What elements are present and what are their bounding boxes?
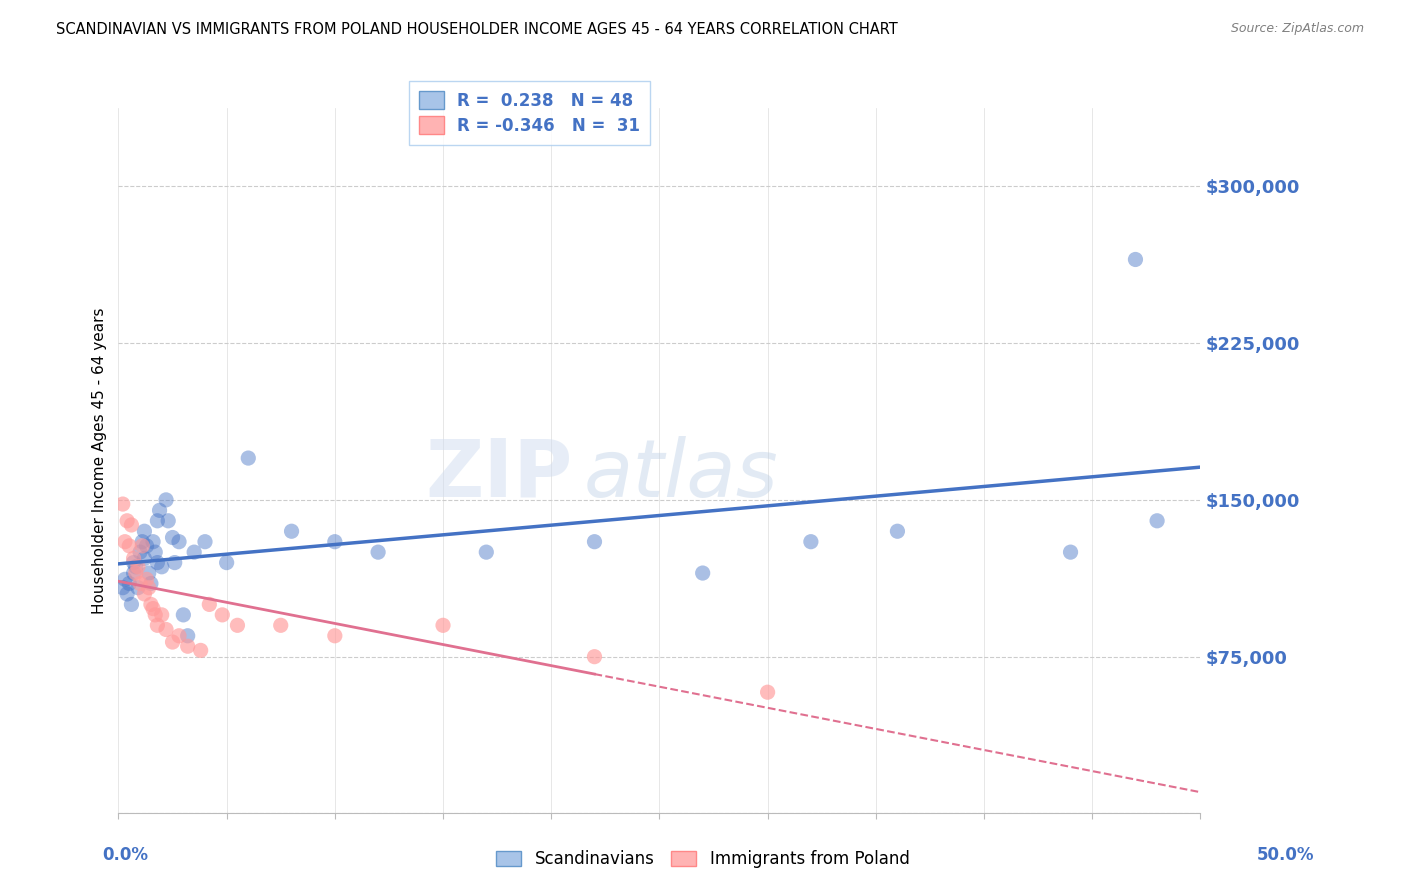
- Point: [138, 566, 160, 580]
- Point: [183, 545, 205, 559]
- Point: [134, 551, 156, 566]
- Text: 50.0%: 50.0%: [1257, 846, 1315, 863]
- Point: [756, 685, 779, 699]
- Point: [323, 534, 346, 549]
- Point: [125, 559, 148, 574]
- Point: [138, 581, 160, 595]
- Point: [111, 581, 134, 595]
- Point: [131, 539, 153, 553]
- Point: [129, 545, 152, 559]
- Point: [238, 451, 260, 466]
- Point: [122, 551, 145, 566]
- Point: [163, 556, 186, 570]
- Legend: R =  0.238   N = 48, R = -0.346   N =  31: R = 0.238 N = 48, R = -0.346 N = 31: [409, 81, 650, 145]
- Point: [162, 531, 184, 545]
- Point: [122, 566, 145, 580]
- Point: [115, 514, 138, 528]
- Point: [692, 566, 714, 580]
- Point: [190, 643, 212, 657]
- Point: [155, 492, 177, 507]
- Point: [432, 618, 454, 632]
- Point: [122, 556, 145, 570]
- Text: atlas: atlas: [583, 436, 779, 514]
- Point: [367, 545, 389, 559]
- Point: [131, 534, 153, 549]
- Point: [323, 629, 346, 643]
- Point: [111, 497, 134, 511]
- Text: 0.0%: 0.0%: [103, 846, 149, 863]
- Point: [150, 607, 173, 622]
- Point: [800, 534, 823, 549]
- Point: [127, 559, 149, 574]
- Point: [1125, 252, 1147, 267]
- Point: [129, 576, 152, 591]
- Point: [167, 534, 190, 549]
- Point: [194, 534, 217, 549]
- Y-axis label: Householder Income Ages 45 - 64 years: Householder Income Ages 45 - 64 years: [93, 308, 107, 614]
- Point: [120, 518, 142, 533]
- Text: Source: ZipAtlas.com: Source: ZipAtlas.com: [1230, 22, 1364, 36]
- Point: [125, 566, 148, 580]
- Point: [226, 618, 249, 632]
- Point: [198, 598, 221, 612]
- Point: [142, 534, 165, 549]
- Point: [176, 639, 198, 653]
- Point: [475, 545, 498, 559]
- Point: [143, 607, 166, 622]
- Point: [139, 576, 162, 591]
- Point: [114, 572, 136, 586]
- Point: [1146, 514, 1168, 528]
- Text: SCANDINAVIAN VS IMMIGRANTS FROM POLAND HOUSEHOLDER INCOME AGES 45 - 64 YEARS COR: SCANDINAVIAN VS IMMIGRANTS FROM POLAND H…: [56, 22, 898, 37]
- Point: [157, 514, 180, 528]
- Point: [162, 635, 184, 649]
- Point: [127, 581, 149, 595]
- Point: [114, 534, 136, 549]
- Point: [143, 545, 166, 559]
- Point: [134, 524, 156, 539]
- Point: [167, 629, 190, 643]
- Point: [120, 598, 142, 612]
- Point: [176, 629, 198, 643]
- Point: [215, 556, 238, 570]
- Point: [280, 524, 302, 539]
- Point: [148, 503, 170, 517]
- Point: [146, 514, 169, 528]
- Point: [583, 649, 606, 664]
- Point: [155, 623, 177, 637]
- Point: [146, 618, 169, 632]
- Point: [211, 607, 233, 622]
- Point: [150, 559, 173, 574]
- Point: [1059, 545, 1081, 559]
- Legend: Scandinavians, Immigrants from Poland: Scandinavians, Immigrants from Poland: [489, 844, 917, 875]
- Point: [139, 598, 162, 612]
- Point: [118, 539, 141, 553]
- Point: [135, 539, 157, 553]
- Point: [886, 524, 908, 539]
- Point: [118, 576, 141, 591]
- Point: [583, 534, 606, 549]
- Point: [115, 587, 138, 601]
- Point: [146, 556, 169, 570]
- Point: [134, 587, 156, 601]
- Point: [142, 601, 165, 615]
- Text: ZIP: ZIP: [426, 436, 572, 514]
- Point: [270, 618, 292, 632]
- Point: [135, 572, 157, 586]
- Point: [172, 607, 194, 622]
